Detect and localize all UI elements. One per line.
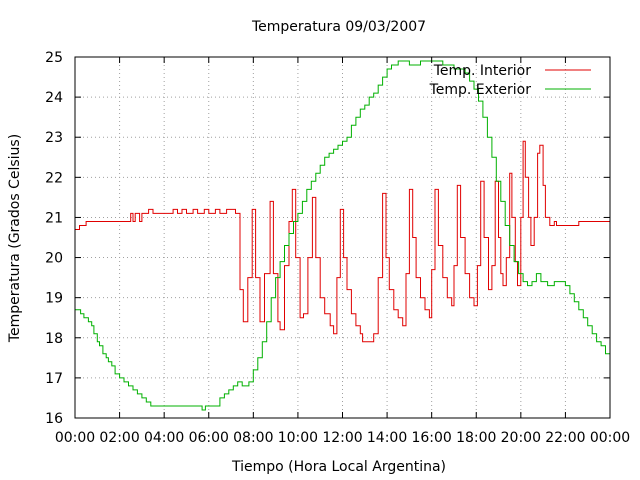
y-tick-label: 24 — [45, 90, 63, 106]
x-tick-label: 02:00 — [99, 430, 139, 446]
y-tick-label: 25 — [45, 50, 63, 66]
y-tick-label: 19 — [45, 291, 63, 307]
legend: Temp. Interior Temp. Exterior — [429, 63, 591, 98]
x-tick-label: 08:00 — [233, 430, 273, 446]
x-tick-label: 00:00 — [590, 430, 630, 446]
x-tick-label: 22:00 — [545, 430, 585, 446]
legend-label: Temp. Interior — [433, 63, 532, 79]
grid-lines — [75, 57, 610, 418]
x-tick-label: 10:00 — [278, 430, 318, 446]
y-tick-label: 20 — [45, 251, 63, 267]
x-axis-label: Tiempo (Hora Local Argentina) — [231, 459, 446, 475]
series-layer — [75, 60, 611, 411]
axis-ticks: 00:00 02:00 04:00 06:00 08:00 10:00 12:00 14:00… — [45, 50, 630, 446]
x-tick-label: 12:00 — [322, 430, 362, 446]
x-tick-label: 06:00 — [189, 430, 229, 446]
y-tick-label: 18 — [45, 331, 63, 347]
x-tick-label: 20:00 — [501, 430, 541, 446]
x-tick-label: 16:00 — [411, 430, 451, 446]
y-tick-label: 17 — [45, 371, 63, 387]
x-tick-label: 00:00 — [55, 430, 95, 446]
y-tick-label: 16 — [45, 411, 63, 427]
x-tick-label: 18:00 — [456, 430, 496, 446]
y-axis-label: Temperatura (Grados Celsius) — [7, 134, 23, 343]
y-tick-label: 22 — [45, 170, 63, 186]
series-line-interior — [75, 140, 610, 343]
y-tick-label: 21 — [45, 210, 63, 226]
chart-title: Temperatura 09/03/2007 — [251, 19, 426, 35]
x-tick-label: 14:00 — [367, 430, 407, 446]
y-tick-label: 23 — [45, 130, 63, 146]
series-line-exterior — [75, 60, 611, 411]
x-tick-label: 04:00 — [144, 430, 184, 446]
legend-label: Temp. Exterior — [429, 82, 532, 98]
